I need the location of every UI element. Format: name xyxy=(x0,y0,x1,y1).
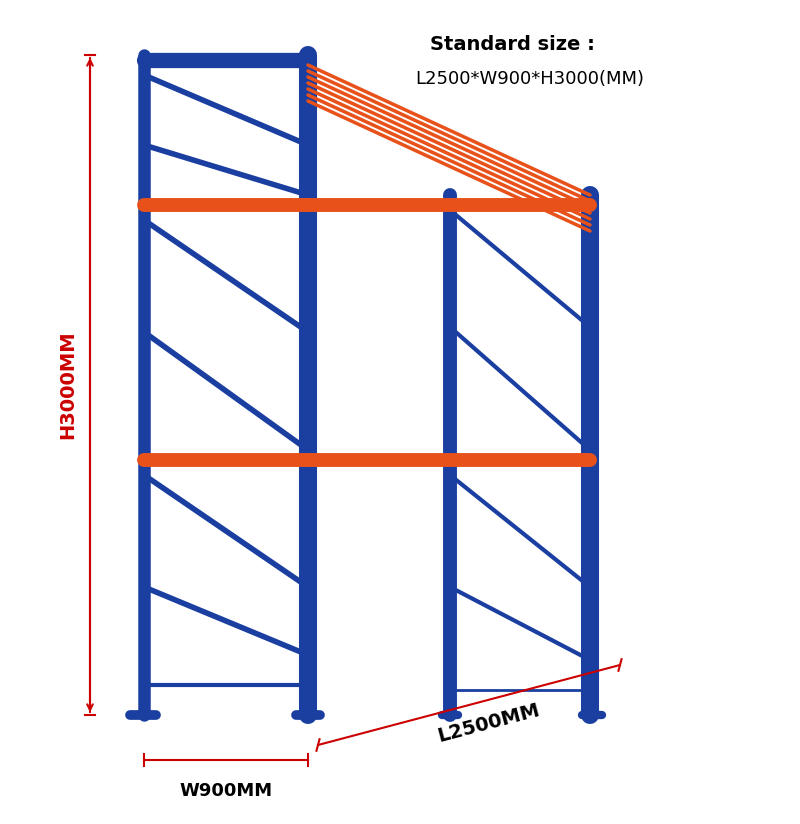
Text: Standard size :: Standard size : xyxy=(430,35,595,54)
Text: L2500*W900*H3000(MM): L2500*W900*H3000(MM) xyxy=(415,70,644,88)
Text: H3000MM: H3000MM xyxy=(58,330,78,439)
Text: L2500MM: L2500MM xyxy=(436,700,542,746)
Text: W900MM: W900MM xyxy=(179,782,273,800)
